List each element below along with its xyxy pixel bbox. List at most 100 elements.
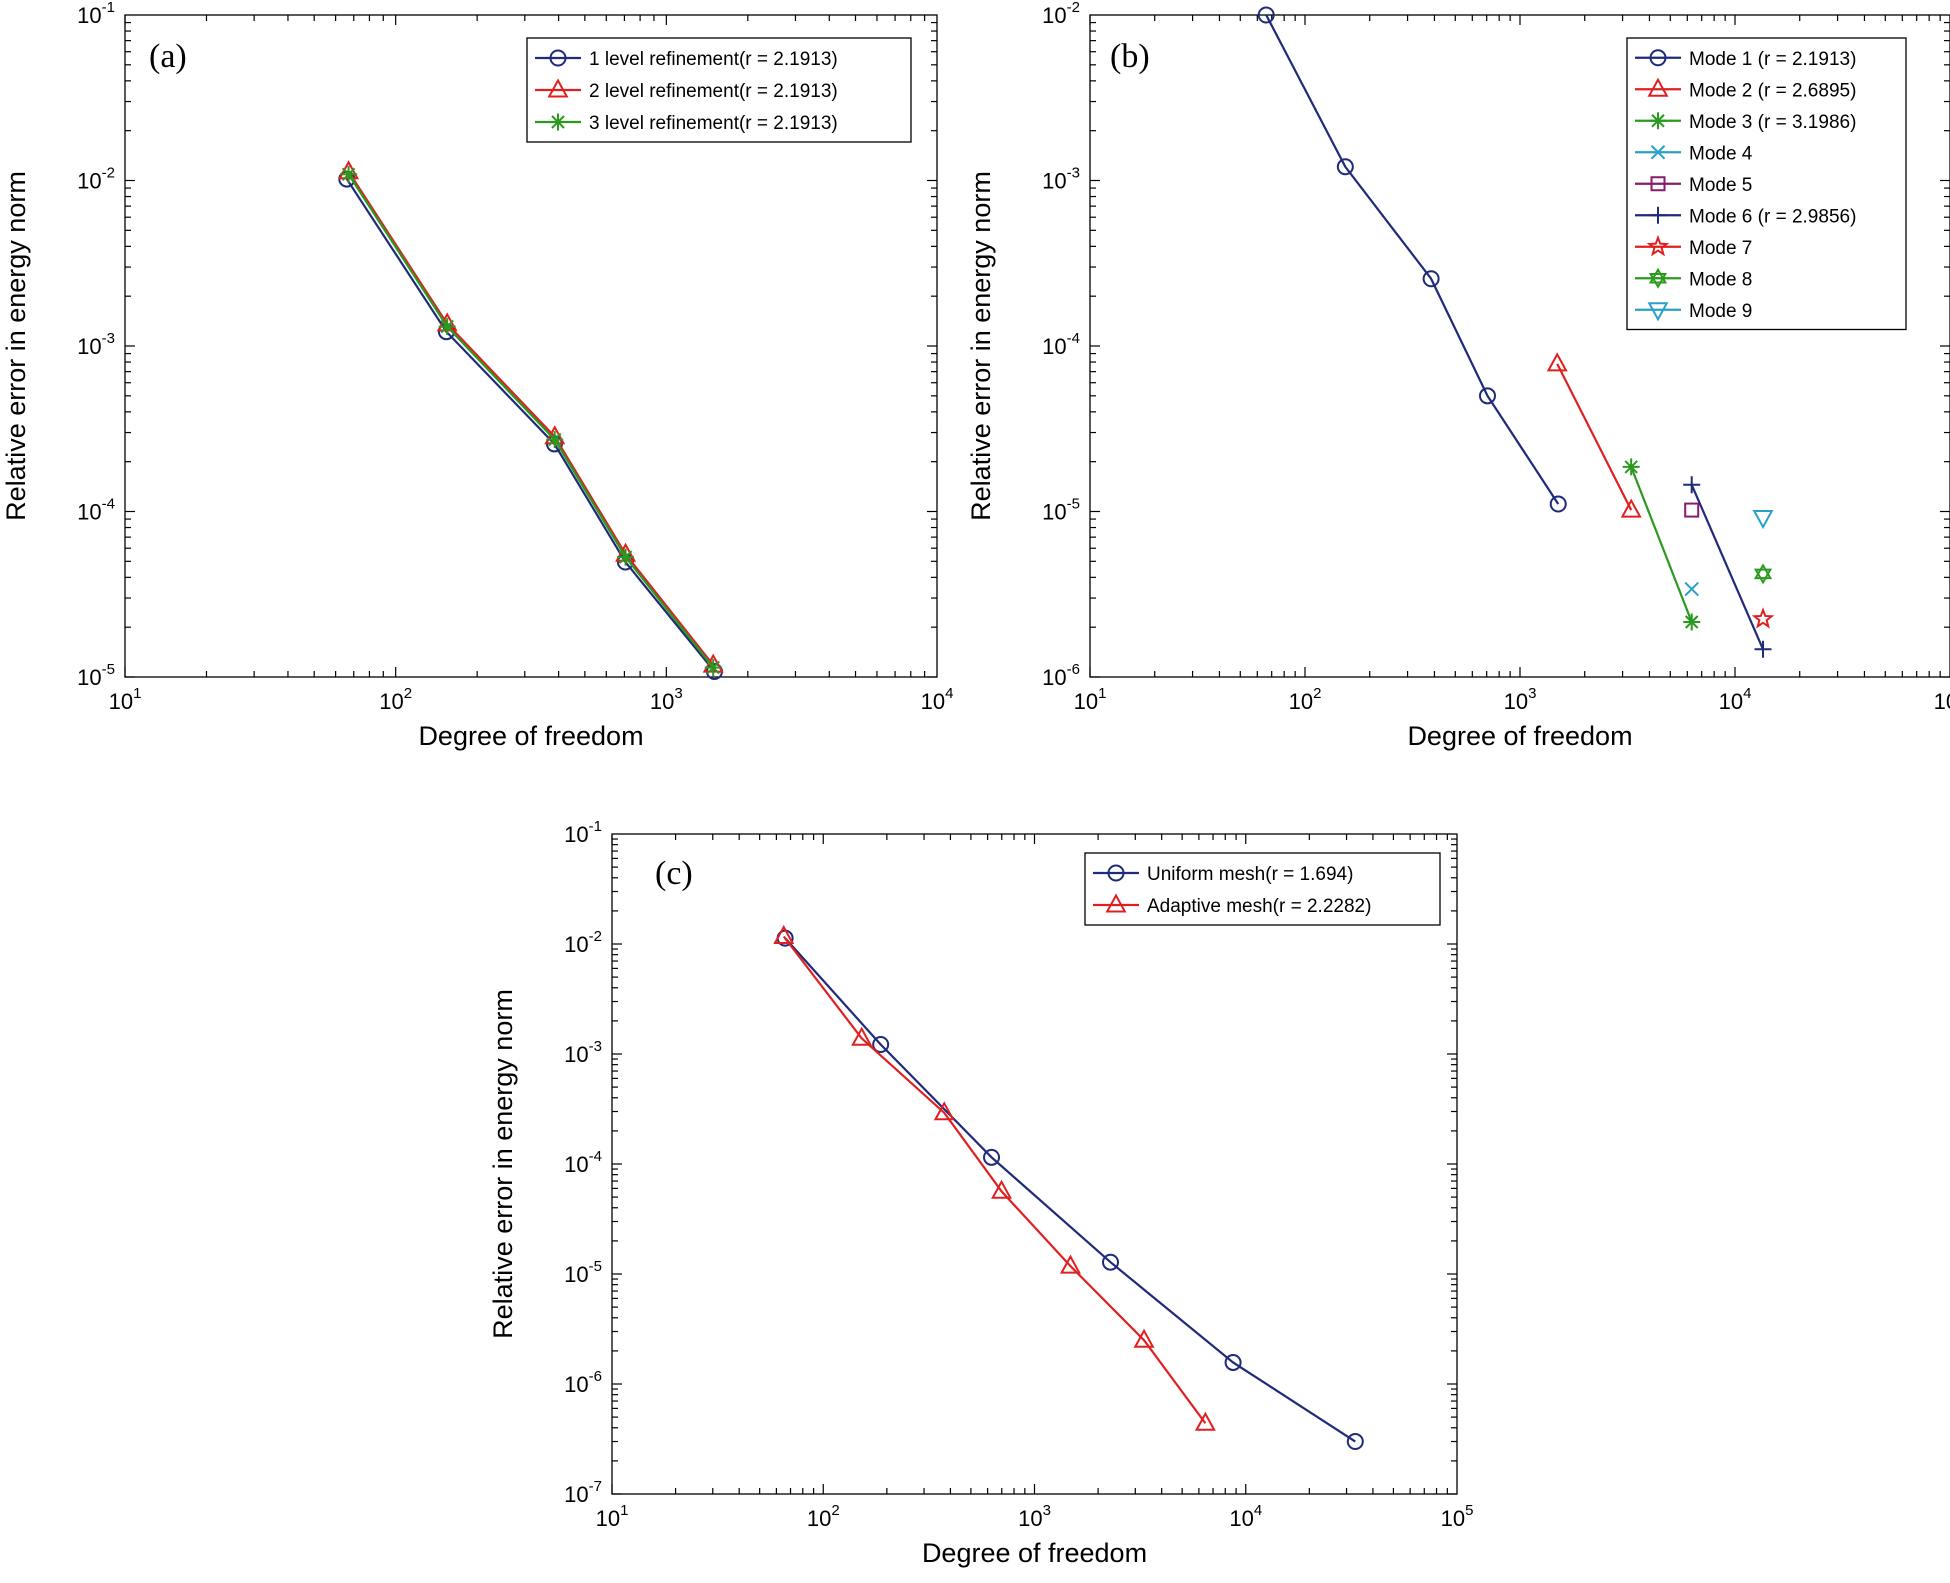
x-tick-label: 103 bbox=[1504, 685, 1537, 714]
legend-marker bbox=[1649, 206, 1667, 224]
legend-marker bbox=[1649, 49, 1667, 67]
legend: 1 level refinement(r = 2.1913) 2 level re… bbox=[526, 37, 912, 143]
y-tick-label: 10-2 bbox=[564, 928, 602, 957]
legend: Uniform mesh(r = 1.694) Adaptive mesh(r =… bbox=[1084, 852, 1441, 926]
axis-ticks bbox=[611, 834, 1457, 1495]
series-1 bbox=[1257, 6, 1567, 513]
data-point bbox=[773, 924, 795, 944]
x-tick-label: 102 bbox=[807, 1502, 840, 1531]
series-9 bbox=[1752, 509, 1774, 530]
legend-entry: Uniform mesh(r = 1.694) bbox=[1093, 864, 1353, 885]
series-line bbox=[782, 935, 1207, 1424]
chart-panel-2: 101 102 103 104 105 10-6 10-5 10-4 10-3 10-2 Degre… bbox=[966, 0, 1950, 751]
series-8 bbox=[1753, 563, 1773, 585]
series-line bbox=[1690, 484, 1765, 650]
series-5 bbox=[1684, 502, 1700, 518]
y-tick-label: 10-4 bbox=[1042, 330, 1080, 359]
x-axis-title: Degree of freedom bbox=[418, 721, 643, 751]
data-point bbox=[438, 318, 456, 336]
legend-entry: Mode 2 (r = 2.6895) bbox=[1635, 77, 1856, 101]
data-point bbox=[1346, 1433, 1364, 1451]
y-tick-label: 10-2 bbox=[77, 165, 115, 194]
legend-entry: 3 level refinement(r = 2.1913) bbox=[535, 113, 838, 134]
y-tick-label: 10-7 bbox=[564, 1478, 602, 1507]
series-1 bbox=[776, 929, 1364, 1451]
y-tick-label: 10-4 bbox=[77, 496, 115, 525]
legend-entry: 2 level refinement(r = 2.1913) bbox=[535, 78, 838, 102]
data-point bbox=[1102, 1253, 1120, 1271]
data-point bbox=[1422, 270, 1440, 288]
panel-label: (a) bbox=[149, 38, 187, 75]
y-tick-label: 10-5 bbox=[77, 661, 115, 690]
legend-entry: 1 level refinement(r = 2.1913) bbox=[535, 49, 838, 70]
data-point bbox=[1753, 563, 1773, 585]
legend-entry: Mode 6 (r = 2.9856) bbox=[1635, 206, 1856, 227]
series-2 bbox=[1546, 352, 1642, 518]
data-point bbox=[1224, 1353, 1242, 1371]
legend-entry: Mode 4 bbox=[1635, 143, 1753, 164]
data-point bbox=[1622, 458, 1640, 476]
legend-label: Mode 7 bbox=[1689, 238, 1752, 259]
chart-panel-1: 101 102 103 104 10-5 10-4 10-3 10-2 10-1 Degree o… bbox=[1, 0, 953, 751]
series-7 bbox=[1751, 607, 1775, 629]
legend-label: Adaptive mesh(r = 2.2282) bbox=[1147, 896, 1371, 917]
data-point bbox=[1478, 387, 1496, 405]
x-axis-title: Degree of freedom bbox=[922, 1538, 1147, 1568]
legend-entry: Mode 1 (r = 2.1913) bbox=[1635, 49, 1856, 70]
legend-marker bbox=[549, 113, 567, 131]
data-point bbox=[1751, 607, 1775, 629]
x-tick-label: 103 bbox=[1018, 1502, 1051, 1531]
x-tick-label: 105 bbox=[1934, 685, 1950, 714]
series-2 bbox=[773, 924, 1216, 1431]
legend-marker bbox=[1650, 145, 1666, 160]
y-tick-label: 10-2 bbox=[1042, 0, 1080, 28]
legend-entry: Mode 9 bbox=[1635, 301, 1752, 322]
legend-marker bbox=[1647, 77, 1669, 97]
legend-label: Mode 2 (r = 2.6895) bbox=[1689, 80, 1856, 101]
legend-label: Mode 9 bbox=[1689, 301, 1752, 322]
legend-label: 3 level refinement(r = 2.1913) bbox=[589, 113, 838, 134]
x-tick-label: 104 bbox=[921, 685, 954, 714]
series-line bbox=[1556, 363, 1633, 511]
y-axis-title: Relative error in energy norm bbox=[966, 171, 996, 521]
legend-box bbox=[526, 37, 912, 143]
data-point bbox=[851, 1026, 873, 1046]
x-axis-title: Degree of freedom bbox=[1407, 721, 1632, 751]
data-point bbox=[983, 1148, 1001, 1166]
legend-label: Mode 5 bbox=[1689, 175, 1752, 196]
legend-entry: Mode 7 bbox=[1635, 234, 1752, 259]
legend-label: Mode 4 bbox=[1689, 143, 1753, 164]
legend-label: 1 level refinement(r = 2.1913) bbox=[589, 49, 838, 70]
legend-marker bbox=[1647, 302, 1669, 322]
series-2 bbox=[338, 160, 724, 673]
legend-label: Mode 3 (r = 3.1986) bbox=[1689, 112, 1856, 133]
data-point bbox=[1194, 1411, 1216, 1431]
data-point bbox=[991, 1179, 1013, 1199]
legend-entry: Adaptive mesh(r = 2.2282) bbox=[1093, 893, 1371, 917]
data-point bbox=[1549, 495, 1567, 513]
data-point bbox=[1336, 158, 1354, 176]
series-line bbox=[784, 937, 1356, 1443]
legend-marker bbox=[549, 49, 567, 67]
legend-marker bbox=[1646, 234, 1670, 257]
data-point bbox=[1683, 613, 1701, 631]
series-line bbox=[1630, 466, 1693, 623]
legend-marker bbox=[1105, 893, 1127, 913]
data-point bbox=[1684, 502, 1700, 518]
data-point bbox=[1620, 498, 1642, 518]
series-3 bbox=[340, 165, 722, 677]
axis-ticks bbox=[124, 15, 937, 678]
y-tick-label: 10-6 bbox=[1042, 661, 1080, 690]
y-tick-label: 10-1 bbox=[564, 818, 602, 847]
series-3 bbox=[1622, 458, 1701, 631]
data-point bbox=[1683, 476, 1701, 494]
series-line bbox=[1265, 14, 1560, 505]
legend-marker bbox=[1648, 267, 1668, 289]
x-tick-label: 102 bbox=[379, 685, 412, 714]
legend-label: Mode 1 (r = 2.1913) bbox=[1689, 49, 1856, 70]
y-axis-title: Relative error in energy norm bbox=[1, 171, 31, 521]
data-point bbox=[704, 659, 722, 677]
legend-label: 2 level refinement(r = 2.1913) bbox=[589, 81, 838, 102]
